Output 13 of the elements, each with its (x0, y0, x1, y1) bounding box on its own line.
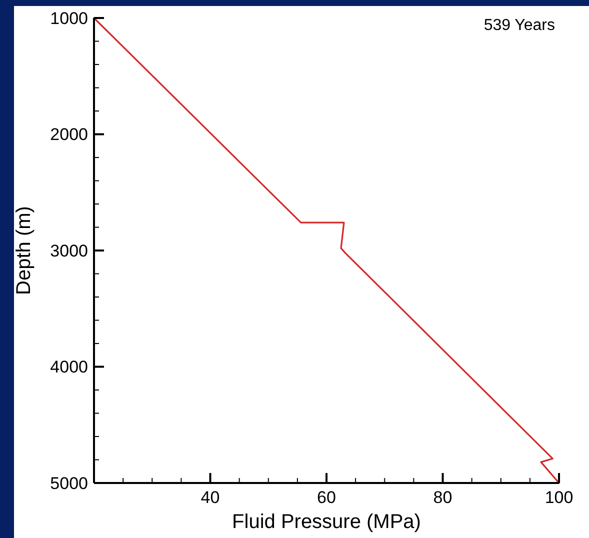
x-tick-label: 60 (317, 488, 336, 507)
y-tick-label: 2000 (50, 125, 88, 144)
y-tick-label: 1000 (50, 8, 88, 28)
x-tick-label: 100 (544, 488, 574, 507)
y-axis-title: Depth (m) (13, 206, 35, 295)
y-tick-label: 4000 (50, 358, 88, 377)
y-tick-label: 5000 (50, 474, 88, 493)
annotation: 539 Years (484, 17, 555, 34)
x-tick-label: 80 (433, 488, 452, 507)
line-series (93, 17, 560, 484)
x-axis-title: Fluid Pressure (MPa) (232, 511, 421, 533)
x-tick-label: 40 (200, 488, 220, 507)
y-tick-label: 3000 (50, 241, 88, 260)
